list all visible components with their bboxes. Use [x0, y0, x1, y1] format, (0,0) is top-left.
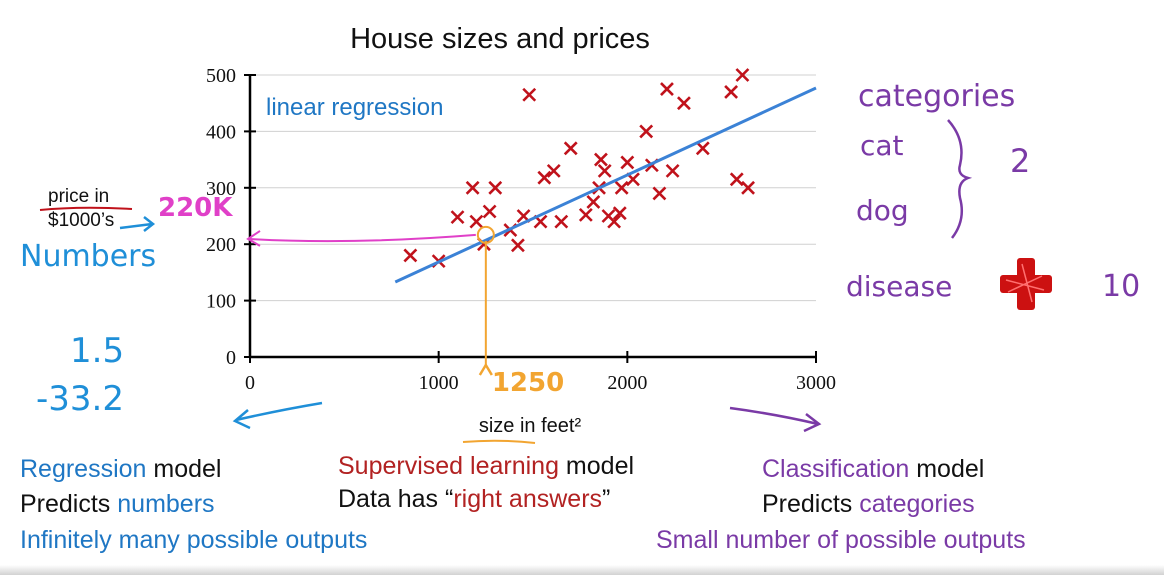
data-point: [639, 124, 654, 139]
disease-count: 10: [1102, 269, 1140, 304]
classification-line-3: Small number of possible outputs: [656, 526, 1026, 554]
classification-model-word: model: [909, 455, 985, 483]
chart-title: House sizes and prices: [350, 23, 650, 55]
data-point: [741, 180, 755, 195]
supervised-line-2: Data has “right answers”: [338, 485, 610, 514]
data-point: [510, 238, 525, 253]
data-has-word: Data has “: [338, 485, 454, 513]
classification-line-2: Predicts categories: [762, 490, 975, 519]
horizontal-guide-arrow: [246, 230, 261, 247]
regression-term: Regression: [20, 455, 147, 483]
query-x-label: 1250: [492, 368, 564, 398]
data-point: [735, 68, 750, 82]
y-tick-label: 400: [206, 121, 236, 143]
x-axis-label: size in feet²: [479, 415, 582, 437]
data-point: [469, 214, 484, 229]
category-cat: cat: [860, 129, 904, 162]
data-point: [620, 155, 635, 170]
regression-label: linear regression: [266, 94, 443, 121]
regression-line-group: [394, 86, 817, 284]
right-answers-word: right answers: [453, 485, 603, 513]
data-point: [677, 96, 691, 111]
data-point: [652, 186, 667, 201]
y-tick-label: 500: [206, 65, 236, 87]
regression-line-3: Infinitely many possible outputs: [20, 526, 368, 554]
data-point: [563, 141, 578, 156]
y-tick-label: 0: [226, 347, 236, 369]
data-point: [465, 180, 480, 195]
data-point: [597, 163, 612, 178]
x-tick-label: 0: [245, 372, 255, 394]
right-arrow: [729, 406, 822, 433]
data-point: [729, 172, 744, 187]
data-point: [612, 206, 627, 221]
numbers-word: numbers: [117, 490, 215, 518]
blue-arrow-to-axis: [119, 216, 156, 232]
data-point: [546, 163, 561, 178]
tick-labels: 0 100 200 300 400 500 0 1000 2000 3000: [206, 65, 836, 394]
category-dog: dog: [856, 194, 909, 227]
query-y-label: 220K: [158, 193, 233, 223]
disease-annotation: disease: [846, 270, 952, 303]
regression-line: [394, 86, 817, 284]
x-label-underline: [462, 439, 536, 444]
data-point: [450, 210, 465, 225]
x-tick-label: 3000: [796, 372, 836, 394]
bottom-fade: [0, 565, 1164, 575]
y-tick-label: 200: [206, 234, 236, 256]
supervised-line-1: Supervised learning model: [338, 452, 634, 481]
regression-line-2: Predicts numbers: [20, 490, 215, 519]
predicts-word: Predicts: [20, 490, 118, 518]
y-label-strike: [39, 206, 133, 211]
red-cross-icon: [1000, 258, 1052, 310]
example-value-1: 1.5: [70, 331, 124, 371]
query-point-circle: [476, 225, 495, 244]
data-point: [403, 248, 418, 263]
data-point: [554, 214, 569, 229]
regression-line-1: Regression model: [20, 455, 222, 484]
regression-model-word: model: [146, 455, 222, 483]
example-value-2: -33.2: [36, 379, 124, 419]
closing-quote: ”: [602, 485, 611, 513]
data-point: [724, 85, 739, 99]
y-tick-label: 300: [206, 178, 236, 200]
categories-word: categories: [859, 490, 975, 518]
left-arrow: [232, 401, 323, 430]
query-guides: 1250: [246, 225, 564, 398]
data-point: [614, 180, 629, 195]
classification-term: Classification: [762, 455, 910, 483]
data-point: [607, 214, 622, 229]
horizontal-guide: [247, 233, 476, 243]
data-point: [586, 194, 601, 209]
vertical-guide-arrow: [478, 362, 493, 376]
categories-annotation: categories: [858, 79, 1015, 114]
category-count: 2: [1010, 142, 1030, 180]
x-tick-label: 1000: [419, 372, 459, 394]
category-brace: [947, 119, 973, 239]
predicts-word-2: Predicts: [762, 490, 860, 518]
numbers-annotation: Numbers: [20, 239, 156, 274]
x-tick-label: 2000: [607, 372, 647, 394]
data-point: [488, 180, 503, 195]
axes: [244, 74, 817, 363]
data-point: [660, 82, 674, 97]
data-point: [578, 207, 593, 222]
supervised-term: Supervised learning: [338, 452, 559, 480]
classification-line-1: Classification model: [762, 455, 984, 484]
supervised-model-word: model: [558, 452, 635, 480]
data-point: [482, 204, 497, 219]
data-point: [537, 170, 552, 185]
y-axis-label-line-2: $1000’s: [48, 210, 114, 231]
data-point: [665, 163, 680, 178]
scatter-points: [403, 68, 755, 269]
y-axis-label-line-1: price in: [48, 186, 109, 207]
data-point: [594, 152, 608, 167]
data-point: [522, 87, 537, 102]
y-tick-label: 100: [206, 291, 236, 313]
data-point: [695, 141, 710, 156]
